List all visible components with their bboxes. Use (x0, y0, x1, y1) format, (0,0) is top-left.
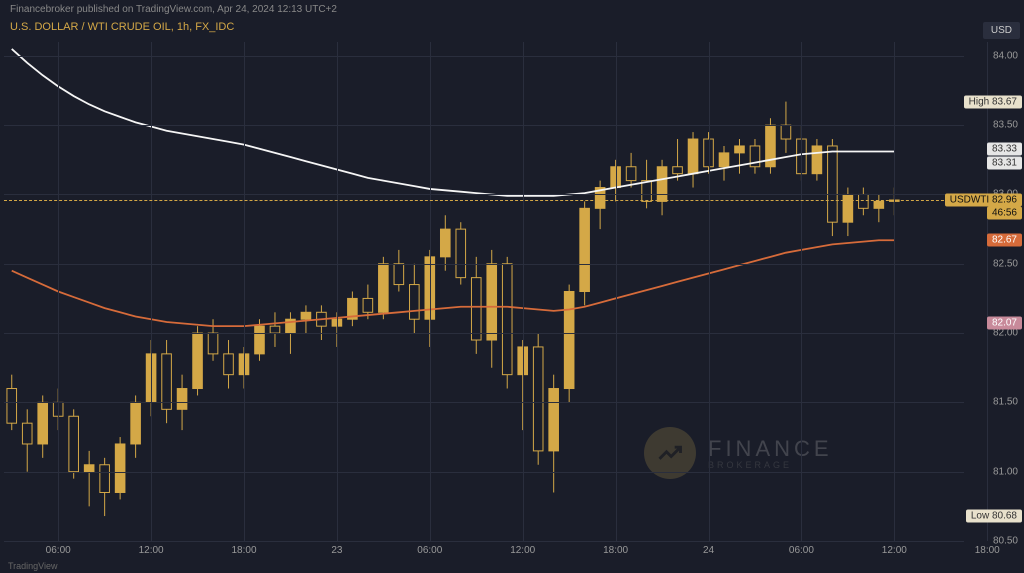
watermark-title: FINANCE (708, 436, 833, 462)
x-tick-label: 06:00 (417, 545, 442, 556)
y-tick-label: 81.00 (993, 466, 1018, 477)
x-tick-label: 18:00 (975, 545, 1000, 556)
x-tick-label: 24 (703, 545, 714, 556)
price-box: High 83.67 (964, 95, 1022, 108)
x-tick-label: 06:00 (46, 545, 71, 556)
tradingview-credit: TradingView (8, 561, 58, 571)
y-tick-label: 83.50 (993, 120, 1018, 131)
price-box: 83.33 (987, 142, 1022, 155)
currency-badge: USD (983, 22, 1020, 39)
price-box: USDWTI 82.96 (945, 194, 1022, 207)
y-axis: 84.0083.5083.0082.5082.0081.5081.0080.50… (966, 42, 1024, 541)
price-box: 82.07 (987, 317, 1022, 330)
price-box: 83.31 (987, 156, 1022, 169)
x-tick-label: 23 (331, 545, 342, 556)
price-box: Low 80.68 (966, 510, 1022, 523)
y-tick-label: 81.50 (993, 397, 1018, 408)
x-tick-label: 06:00 (789, 545, 814, 556)
y-tick-label: 84.00 (993, 50, 1018, 61)
x-tick-label: 12:00 (882, 545, 907, 556)
ticker-symbol: U.S. DOLLAR / WTI CRUDE OIL, 1h, FX_IDC (0, 19, 1024, 39)
x-tick-label: 12:00 (510, 545, 535, 556)
x-axis: 06:00 12:00 18:00 23 06:00 12:00 18:00 24 06:00 1… (4, 543, 964, 559)
price-box: 46:56 (987, 207, 1022, 220)
x-tick-label: 12:00 (139, 545, 164, 556)
chart-area[interactable]: FINANCE BROKERAGE (4, 42, 964, 541)
x-tick-label: 18:00 (231, 545, 256, 556)
publish-note: Financebroker published on TradingView.c… (0, 0, 1024, 19)
price-box: 82.67 (987, 234, 1022, 247)
x-tick-label: 18:00 (603, 545, 628, 556)
y-tick-label: 82.50 (993, 258, 1018, 269)
